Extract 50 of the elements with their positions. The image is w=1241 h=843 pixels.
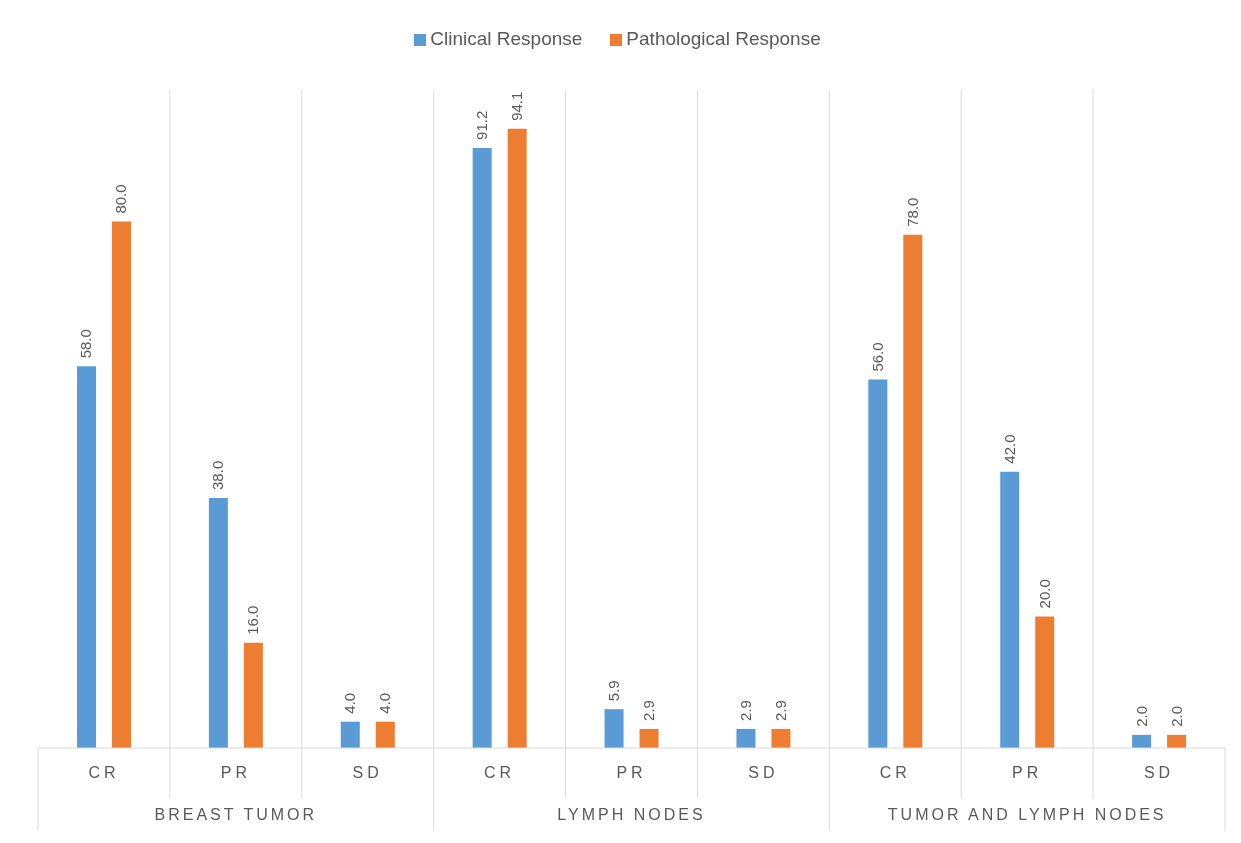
bar [340, 721, 360, 748]
data-label: 56.0 [868, 342, 886, 372]
data-label: 2.0 [1167, 705, 1185, 727]
data-label: 20.0 [1035, 579, 1053, 609]
x-tick-label: PR [616, 764, 647, 781]
bar [1035, 616, 1055, 748]
data-label: 5.9 [605, 680, 623, 702]
bar [903, 234, 923, 748]
data-label: 58.0 [77, 329, 95, 359]
x-tick-label: SD [1143, 764, 1175, 781]
legend-label: Clinical Response [430, 28, 583, 49]
text: LYMPH NODES [557, 806, 706, 823]
bar [77, 366, 96, 748]
text: BREAST TUMOR [154, 806, 318, 823]
bar [736, 728, 756, 748]
x-tick-label: CR [88, 764, 120, 781]
data-label: 91.2 [473, 110, 491, 140]
bar [243, 642, 263, 748]
data-label: 2.9 [771, 700, 789, 721]
data-label: 2.9 [640, 700, 658, 721]
bar [639, 728, 659, 748]
legend-label: Pathological Response [626, 28, 821, 49]
data-label: 16.0 [244, 605, 262, 635]
x-tick-label: SD [748, 764, 779, 781]
bar [1000, 471, 1020, 748]
data-label: 2.9 [736, 700, 754, 721]
x-tick-label: SD [352, 764, 383, 781]
text: TUMOR AND LYMPH NODES [887, 806, 1167, 823]
bar [112, 221, 131, 748]
bar [208, 497, 228, 748]
data-label: 2.0 [1132, 705, 1150, 727]
bar [771, 728, 791, 748]
bar [1167, 734, 1187, 748]
data-label: 42.0 [1000, 434, 1018, 464]
bar [604, 709, 624, 748]
data-label: 78.0 [903, 197, 921, 227]
bar [1132, 734, 1152, 748]
x-tick-label: PR [220, 764, 251, 781]
data-label: 38.0 [209, 460, 227, 490]
x-tick-label: CR [484, 764, 516, 781]
bar [472, 147, 492, 748]
data-label: 4.0 [376, 692, 394, 714]
data-label: 4.0 [341, 692, 359, 714]
data-label: 80.0 [112, 184, 130, 214]
x-tick-label: PR [1012, 764, 1043, 781]
bar [868, 379, 888, 748]
data-label: 94.1 [508, 91, 526, 121]
x-tick-label: CR [879, 764, 911, 781]
bar [507, 128, 527, 748]
bar [375, 721, 395, 748]
